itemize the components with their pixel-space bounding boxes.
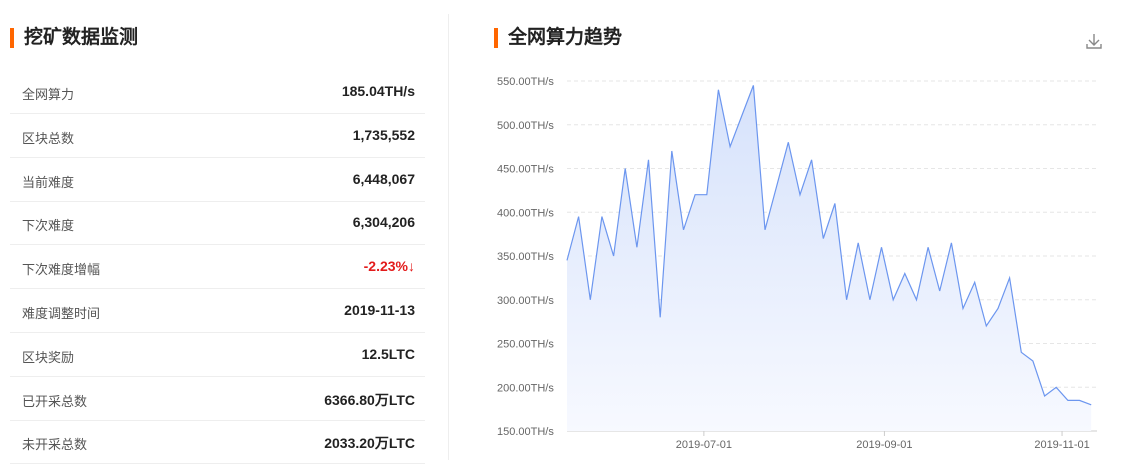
row-value: 185.04TH/s xyxy=(341,83,415,99)
row-label: 已开采总数 xyxy=(22,393,88,409)
stats-row: 全网算力 185.04TH/s xyxy=(10,70,425,114)
stats-row: 已开采总数 6366.80万LTC xyxy=(10,377,425,421)
x-tick-label: 2019-11-01 xyxy=(1034,439,1089,451)
y-tick-label: 400.00TH/s xyxy=(497,207,554,219)
row-label: 下次难度增幅 xyxy=(22,262,101,278)
row-label: 当前难度 xyxy=(22,174,75,190)
row-value: 6,304,206 xyxy=(352,214,415,231)
row-label: 下次难度 xyxy=(22,218,75,234)
row-label: 全网算力 xyxy=(22,87,75,102)
y-tick-label: 550.00TH/s xyxy=(497,76,554,88)
row-value: 6,448,067 xyxy=(352,170,415,187)
x-tick-label: 2019-07-01 xyxy=(676,439,732,451)
chart: 150.00TH/s 200.00TH/s 250.00TH/s 300.00TH/s… xyxy=(497,34,1102,451)
chart-title: 全网算力趋势 xyxy=(494,28,622,48)
row-label: 区块奖励 xyxy=(22,349,75,365)
row-value: 1,735,552 xyxy=(352,126,415,143)
row-value: 2019-11-13 xyxy=(344,302,415,318)
stats-row: 区块总数 1,735,552 xyxy=(10,114,425,158)
stats-row: 下次难度 6,304,206 xyxy=(10,201,425,246)
stats-row: 当前难度 6,448,067 xyxy=(10,158,425,202)
y-tick-label: 350.00TH/s xyxy=(497,251,554,263)
y-tick-label: 200.00TH/s xyxy=(497,382,554,394)
stats-row: 区块奖励 12.5LTC xyxy=(10,333,425,377)
stats-row: 未开采总数 2033.20万LTC xyxy=(10,420,425,465)
stats-row: 难度调整时间 2019-11-13 xyxy=(10,289,425,333)
divider xyxy=(448,14,449,460)
y-tick-label: 150.00TH/s xyxy=(497,426,554,438)
download-icon[interactable] xyxy=(1086,34,1102,49)
panel-title: 挖矿数据监测 xyxy=(10,28,138,48)
y-tick-label: 500.00TH/s xyxy=(497,120,554,132)
area xyxy=(567,85,1092,432)
row-value: 6366.80万LTC xyxy=(324,391,415,408)
stats-row: 下次难度增幅 -2.23%↓ xyxy=(10,245,425,290)
x-tick-label: 2019-09-01 xyxy=(856,439,912,451)
y-tick-label: 300.00TH/s xyxy=(497,295,554,307)
row-label: 区块总数 xyxy=(22,130,75,146)
y-tick-label: 250.00TH/s xyxy=(497,339,554,351)
row-value: 2033.20万LTC xyxy=(324,435,415,452)
row-label: 难度调整时间 xyxy=(22,306,101,321)
row-value: -2.23%↓ xyxy=(363,258,415,275)
line xyxy=(566,85,1092,406)
y-tick-label: 450.00TH/s xyxy=(497,164,554,176)
row-value: 12.5LTC xyxy=(361,345,415,362)
row-label: 未开采总数 xyxy=(22,437,88,453)
